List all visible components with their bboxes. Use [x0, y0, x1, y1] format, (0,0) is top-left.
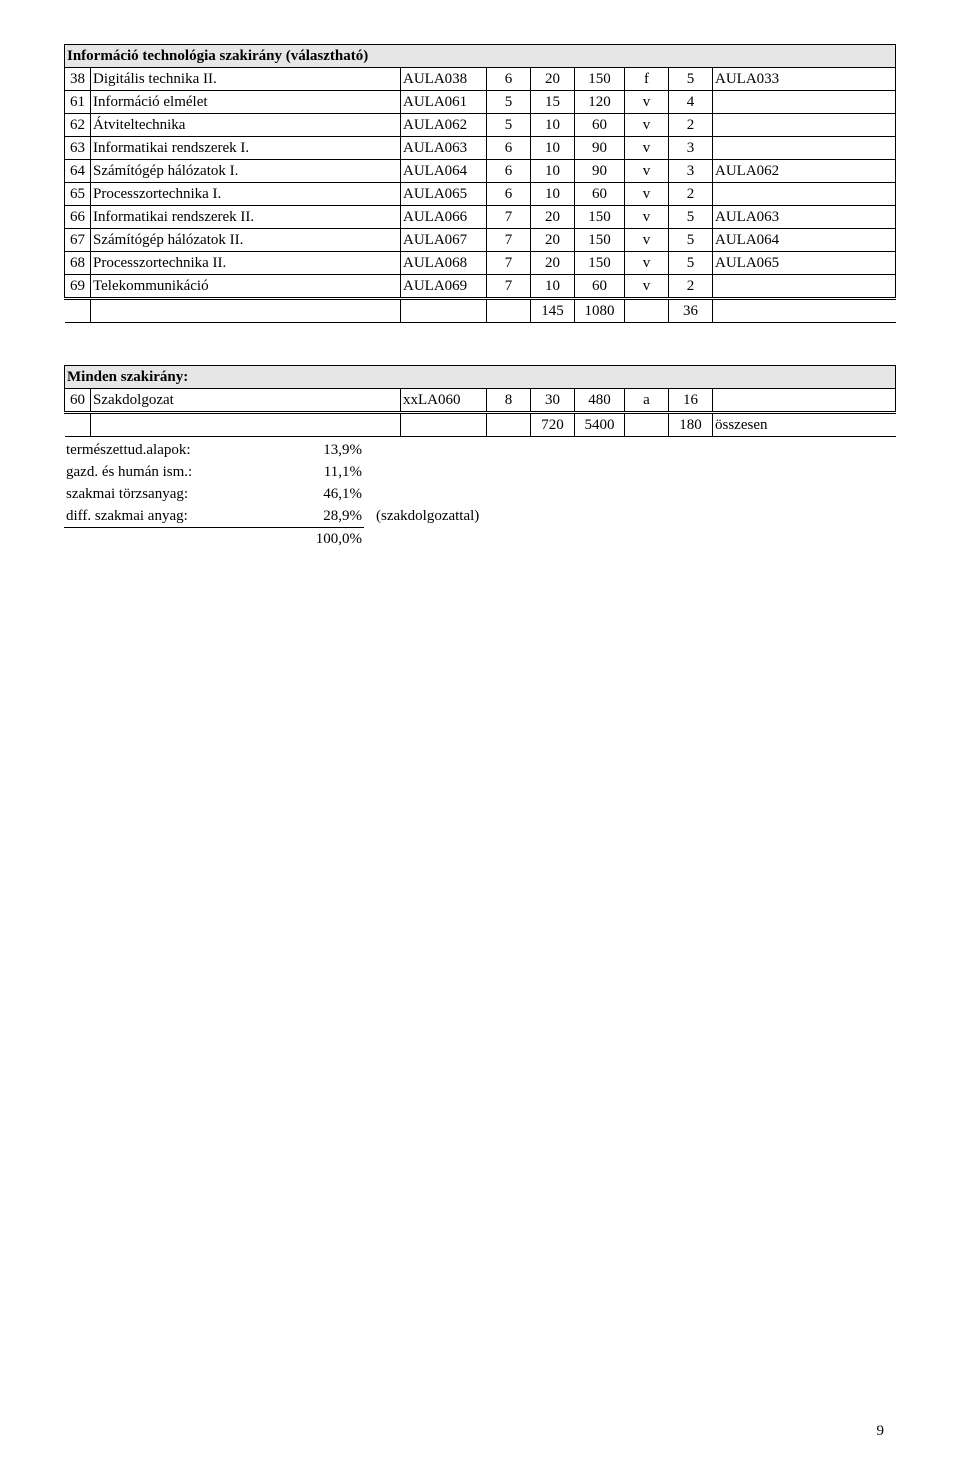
summary-row: gazd. és humán ism.:11,1% — [64, 461, 584, 483]
summary-table: természettud.alapok:13,9%gazd. és humán … — [64, 439, 584, 550]
table-row: 66Informatikai rendszerek II.AULA0667201… — [65, 206, 896, 229]
section1-title: Információ technológia szakirány (válasz… — [65, 45, 896, 68]
table-row: 69TelekommunikációAULA06971060v2 — [65, 275, 896, 299]
table-row: 64Számítógép hálózatok I.AULA06461090v3A… — [65, 160, 896, 183]
section2-title: Minden szakirány: — [65, 366, 896, 389]
page-number: 9 — [877, 1423, 885, 1440]
summary-total-row: 100,0% — [64, 528, 584, 551]
table-row: 38Digitális technika II.AULA038620150f5A… — [65, 68, 896, 91]
section2-header: Minden szakirány: — [65, 366, 896, 389]
table-row: 63Informatikai rendszerek I.AULA06361090… — [65, 137, 896, 160]
table-row: 61Információ elméletAULA061515120v4 — [65, 91, 896, 114]
table-section2: Minden szakirány: 60 Szakdolgozat xxLA06… — [64, 365, 896, 437]
table-row: 60 Szakdolgozat xxLA060 8 30 480 a 16 — [65, 389, 896, 413]
table-row: 62ÁtviteltechnikaAULA06251060v2 — [65, 114, 896, 137]
summary-row: szakmai törzsanyag:46,1% — [64, 483, 584, 505]
table-row: 67Számítógép hálózatok II.AULA067720150v… — [65, 229, 896, 252]
summary-row: természettud.alapok:13,9% — [64, 439, 584, 461]
summary-row: diff. szakmai anyag:28,9%(szakdolgozatta… — [64, 505, 584, 528]
section2-sum: 720 5400 180 összesen — [65, 413, 896, 437]
table-section1: Információ technológia szakirány (válasz… — [64, 44, 896, 323]
section1-sum: 145 1080 36 — [65, 299, 896, 323]
table-row: 65Processzortechnika I.AULA06561060v2 — [65, 183, 896, 206]
section1-header: Információ technológia szakirány (válasz… — [65, 45, 896, 68]
table-row: 68Processzortechnika II.AULA068720150v5A… — [65, 252, 896, 275]
